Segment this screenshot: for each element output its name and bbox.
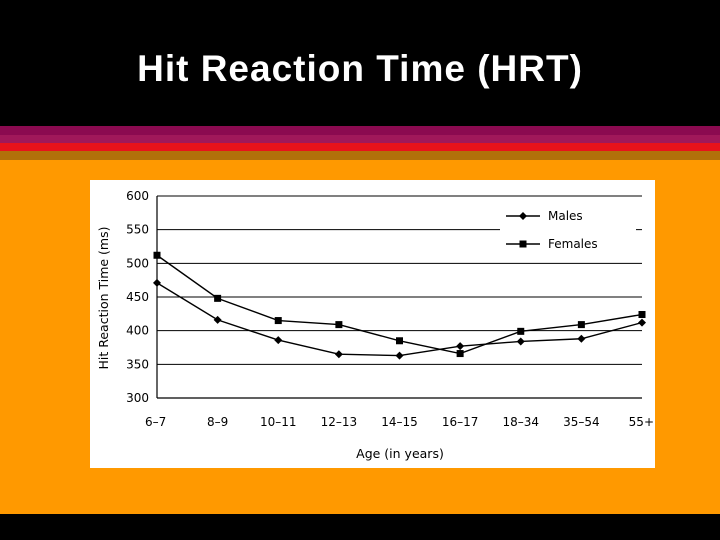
series-lines bbox=[153, 251, 646, 360]
data-point-females bbox=[517, 327, 525, 335]
y-tick-label: 300 bbox=[126, 391, 149, 405]
data-point-females bbox=[335, 321, 343, 329]
series-line-males bbox=[156, 282, 643, 357]
decorative-stripe-red bbox=[0, 143, 720, 151]
data-point-females bbox=[638, 311, 646, 319]
data-point-females bbox=[153, 251, 161, 259]
data-point-males bbox=[516, 337, 525, 346]
data-point-females bbox=[396, 337, 403, 345]
gridlines bbox=[157, 195, 642, 365]
x-tick-label: 12–13 bbox=[321, 415, 358, 429]
data-point-males bbox=[577, 334, 586, 343]
x-tick-label: 8–9 bbox=[207, 415, 228, 429]
legend: Males Females bbox=[500, 200, 636, 260]
axes bbox=[156, 196, 642, 399]
line-chart: 600 550 500 450 400 350 300 6–7 8–9 10–11 12–13 14… bbox=[96, 189, 654, 461]
decorative-stripe-purple bbox=[0, 126, 720, 135]
x-tick-label: 6–7 bbox=[145, 415, 166, 429]
y-tick-labels: 600 550 500 450 400 350 300 bbox=[126, 189, 149, 405]
y-tick-label: 500 bbox=[126, 256, 149, 270]
x-axis-label: Age (in years) bbox=[356, 446, 444, 461]
data-point-males bbox=[274, 336, 283, 345]
y-tick-label: 400 bbox=[126, 324, 149, 338]
x-tick-label: 14–15 bbox=[381, 415, 418, 429]
y-tick-label: 350 bbox=[126, 357, 149, 371]
x-tick-label: 10–11 bbox=[260, 415, 297, 429]
legend-box bbox=[500, 200, 636, 260]
data-point-males bbox=[153, 278, 161, 287]
data-point-females bbox=[456, 350, 464, 358]
data-point-males bbox=[456, 342, 465, 351]
data-point-males bbox=[334, 350, 343, 359]
y-axis-label: Hit Reaction Time (ms) bbox=[96, 226, 111, 369]
y-tick-label: 450 bbox=[126, 290, 149, 304]
y-tick-label: 550 bbox=[126, 223, 149, 237]
decorative-stripe-magenta bbox=[0, 135, 720, 143]
chart-area: 600 550 500 450 400 350 300 6–7 8–9 10–11 12–13 14… bbox=[90, 180, 655, 468]
x-tick-label: 35–54 bbox=[563, 415, 600, 429]
slide-title: Hit Reaction Time (HRT) bbox=[137, 48, 583, 89]
data-point-males bbox=[395, 351, 404, 360]
x-tick-labels: 6–7 8–9 10–11 12–13 14–15 16–17 18–34 35–54 55+ bbox=[145, 415, 654, 429]
data-point-males bbox=[213, 315, 222, 324]
legend-label-females: Females bbox=[548, 237, 598, 251]
bottom-bar bbox=[0, 514, 720, 540]
data-point-females bbox=[274, 317, 282, 325]
data-point-females bbox=[577, 321, 585, 329]
x-tick-label: 16–17 bbox=[442, 415, 479, 429]
x-tick-label: 18–34 bbox=[502, 415, 539, 429]
legend-label-males: Males bbox=[548, 209, 583, 223]
data-point-males bbox=[638, 318, 646, 327]
decorative-stripe-brown bbox=[0, 151, 720, 160]
legend-marker bbox=[519, 240, 527, 248]
x-tick-label: 55+ bbox=[629, 415, 654, 429]
y-tick-label: 600 bbox=[126, 189, 149, 203]
legend-marker bbox=[519, 212, 527, 220]
data-point-females bbox=[214, 294, 222, 302]
